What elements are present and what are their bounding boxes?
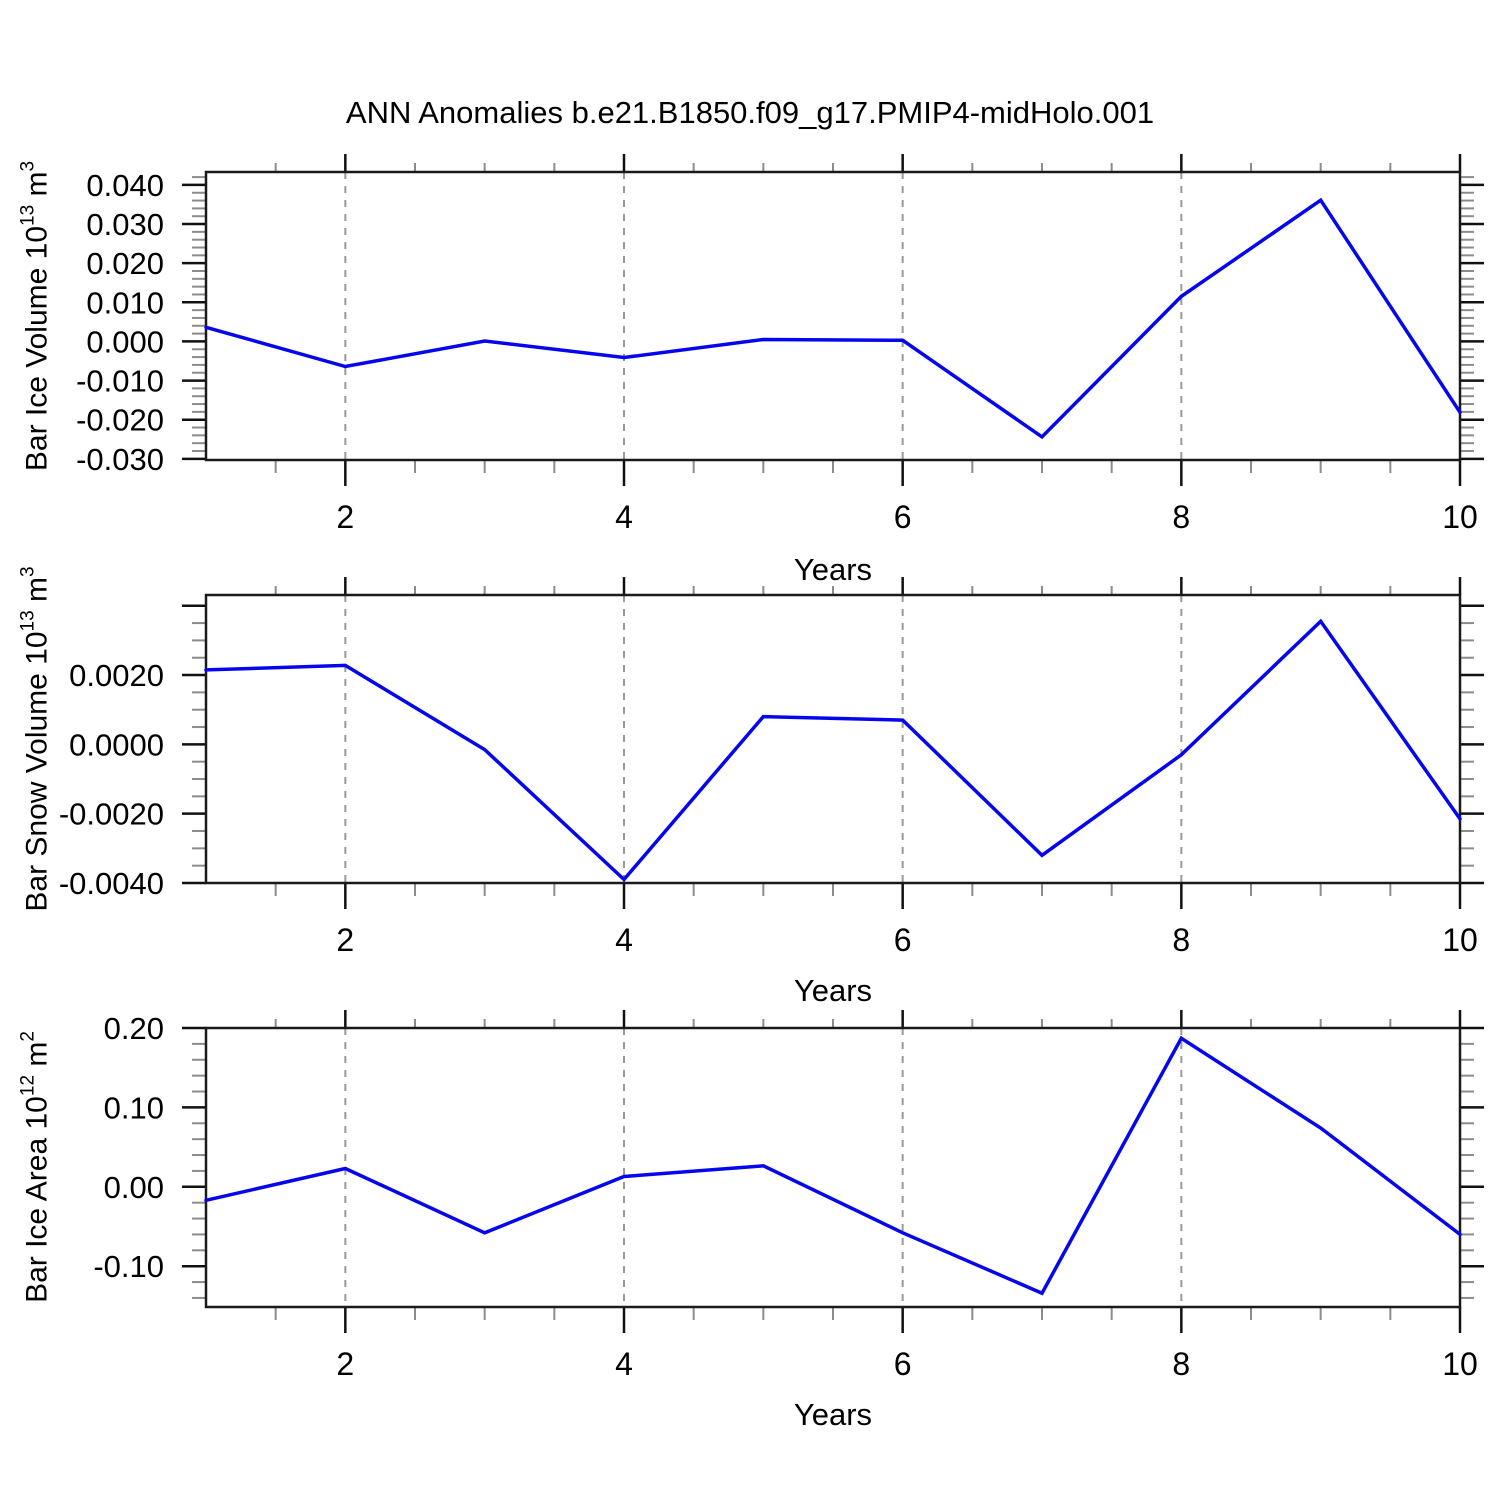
y-tick-label: -0.010 bbox=[76, 364, 164, 399]
x-tick-label: 4 bbox=[615, 499, 633, 535]
x-axis-title-years-2: Years bbox=[793, 973, 873, 1008]
y-axis-title-text: m bbox=[20, 1041, 54, 1075]
y-axis-title-superscript: 13 bbox=[17, 204, 39, 226]
series-line-panel-2 bbox=[204, 618, 1462, 883]
y-tick-label: 0.0000 bbox=[69, 727, 164, 762]
x-tick-label: 6 bbox=[894, 499, 912, 535]
y-axis-title-text: m bbox=[20, 576, 54, 611]
x-tick-label: 2 bbox=[336, 1346, 354, 1382]
y-axis-title-superscript: 3 bbox=[17, 566, 39, 577]
figure-title: ANN Anomalies b.e21.B1850.f09_g17.PMIP4-… bbox=[345, 95, 1155, 130]
y-tick-label: 0.030 bbox=[86, 207, 164, 242]
x-axis-title-years-1: Years bbox=[793, 552, 873, 587]
x-tick-label: 8 bbox=[1172, 499, 1190, 535]
plot-frame bbox=[204, 170, 1462, 462]
y-axis-title-text: Bar Snow Volume 10 bbox=[20, 631, 54, 912]
y-axis-title-text: Bar Ice Area 10 bbox=[20, 1096, 54, 1303]
x-tick-label: 10 bbox=[1442, 499, 1478, 535]
series-line-panel-1 bbox=[204, 197, 1462, 440]
y-axis-title-text: m bbox=[20, 171, 54, 205]
y-tick-label: 0.10 bbox=[104, 1090, 164, 1125]
y-tick-label: 0.010 bbox=[86, 285, 164, 320]
y-axis-title-text: Bar Ice Volume 10 bbox=[20, 225, 54, 472]
y-axis-title-superscript: 3 bbox=[17, 160, 39, 172]
y-axis-title-ice-volume: Bar Ice Volume 1013 m3 bbox=[14, 160, 54, 472]
plot-frame bbox=[204, 593, 1462, 885]
y-tick-label: 0.0020 bbox=[69, 658, 164, 693]
y-tick-label: -0.10 bbox=[93, 1249, 164, 1284]
y-axis-title-snow-volume: Bar Snow Volume 1013 m3 bbox=[14, 566, 54, 912]
plot-frame bbox=[204, 1026, 1462, 1309]
y-tick-label: -0.0020 bbox=[59, 797, 164, 832]
x-tick-label: 2 bbox=[336, 499, 354, 535]
x-tick-label: 2 bbox=[336, 922, 354, 958]
x-tick-label: 10 bbox=[1442, 1346, 1478, 1382]
y-axis-title-superscript: 2 bbox=[17, 1031, 39, 1042]
y-tick-label: -0.030 bbox=[76, 442, 164, 477]
y-axis-title-ice-area: Bar Ice Area 1012 m2 bbox=[14, 1031, 54, 1303]
x-axis-title-years-3: Years bbox=[793, 1397, 873, 1432]
y-axis-title-superscript: 13 bbox=[17, 610, 39, 632]
y-tick-label: 0.00 bbox=[104, 1170, 164, 1205]
y-tick-label: 0.000 bbox=[86, 324, 164, 359]
y-tick-label: -0.020 bbox=[76, 403, 164, 438]
y-axis-title-superscript: 12 bbox=[17, 1074, 39, 1097]
x-tick-label: 6 bbox=[894, 1346, 912, 1382]
x-tick-label: 4 bbox=[615, 1346, 633, 1382]
x-tick-label: 8 bbox=[1172, 1346, 1190, 1382]
series-line-panel-3 bbox=[204, 1035, 1462, 1296]
x-tick-label: 10 bbox=[1442, 922, 1478, 958]
y-tick-label: 0.040 bbox=[86, 168, 164, 203]
y-tick-label: 0.020 bbox=[86, 246, 164, 281]
x-tick-label: 4 bbox=[615, 922, 633, 958]
y-tick-label: -0.0040 bbox=[59, 866, 164, 901]
x-tick-label: 6 bbox=[894, 922, 912, 958]
y-tick-label: 0.20 bbox=[104, 1011, 164, 1046]
x-tick-label: 8 bbox=[1172, 922, 1190, 958]
